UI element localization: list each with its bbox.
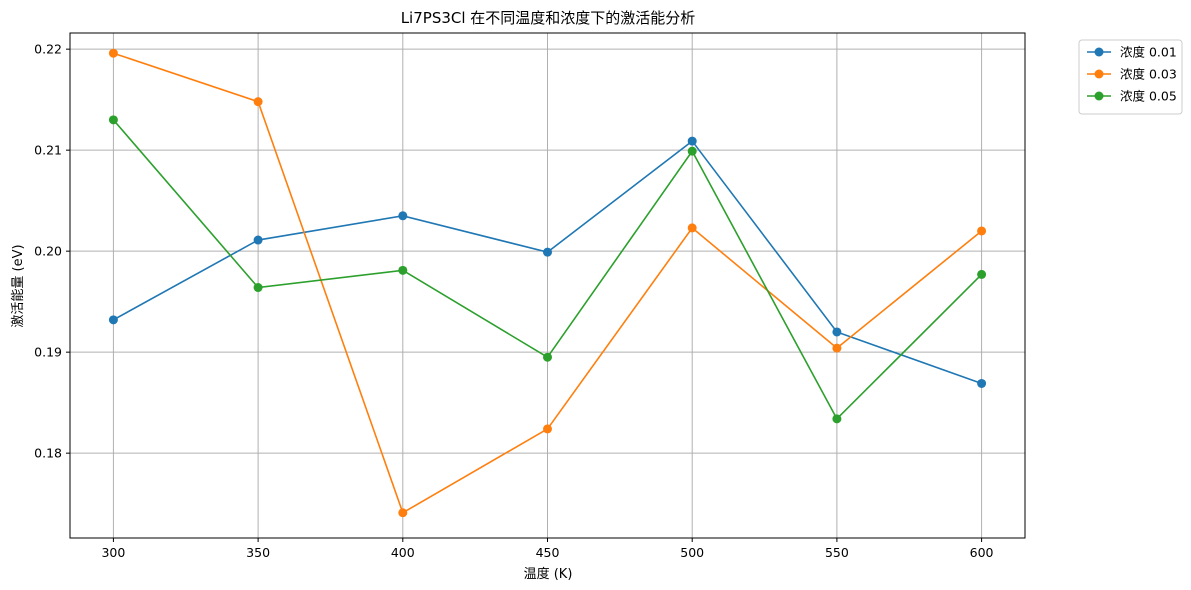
legend[interactable]: 浓度 0.01 浓度 0.03 浓度 0.05 [1078, 39, 1183, 115]
data-point[interactable] [977, 226, 987, 236]
data-point[interactable] [832, 414, 842, 424]
data-point[interactable] [543, 247, 552, 257]
x-tick-label: 500 [680, 545, 704, 560]
data-point[interactable] [832, 327, 842, 337]
data-point[interactable] [253, 283, 263, 293]
x-tick-label: 600 [970, 545, 994, 560]
y-tick-label: 0.22 [34, 42, 62, 57]
legend-label: 浓度 0.03 [1120, 67, 1177, 82]
x-axis-label: 温度 (K) [524, 566, 573, 582]
legend-item[interactable]: 浓度 0.01 [1087, 45, 1177, 60]
legend-item[interactable]: 浓度 0.05 [1087, 89, 1177, 104]
y-tick-label: 0.19 [34, 345, 62, 360]
data-point[interactable] [253, 97, 263, 107]
x-tick-label: 400 [391, 545, 415, 560]
grid [70, 33, 1025, 538]
y-tick-label: 0.18 [34, 446, 62, 461]
series-1 [108, 136, 987, 388]
x-tick-label: 350 [246, 545, 270, 560]
legend-label: 浓度 0.01 [1120, 45, 1177, 60]
data-point[interactable] [108, 315, 118, 325]
data-point[interactable] [543, 424, 552, 434]
data-point[interactable] [832, 343, 842, 353]
data-point[interactable] [687, 136, 697, 146]
legend-marker [1094, 47, 1104, 57]
data-point[interactable] [543, 352, 552, 362]
data-point[interactable] [687, 146, 697, 156]
data-point[interactable] [398, 211, 408, 221]
y-axis-label: 激活能量 (eV) [11, 244, 26, 327]
series-layer [108, 48, 987, 518]
data-point[interactable] [398, 508, 408, 518]
data-point[interactable] [977, 378, 987, 388]
data-point[interactable] [108, 115, 118, 125]
x-tick-label: 450 [536, 545, 560, 560]
data-point[interactable] [977, 269, 987, 279]
legend-item[interactable]: 浓度 0.03 [1087, 67, 1177, 82]
x-tick-label: 300 [101, 545, 125, 560]
chart-title: Li7PS3Cl 在不同温度和浓度下的激活能分析 [401, 9, 696, 27]
data-point[interactable] [108, 48, 118, 58]
data-point[interactable] [253, 235, 263, 245]
legend-marker [1094, 69, 1104, 79]
data-point[interactable] [398, 265, 408, 275]
series-3 [108, 115, 987, 424]
data-point[interactable] [687, 223, 697, 233]
legend-marker [1094, 91, 1104, 101]
x-tick-label: 550 [825, 545, 849, 560]
axes: 300 350 400 450 500 550 600 0.18 0.19 0.20 0.21 0.2… [34, 42, 993, 560]
series-2 [108, 48, 987, 518]
legend-label: 浓度 0.05 [1120, 89, 1177, 104]
y-tick-label: 0.21 [34, 143, 62, 158]
y-tick-label: 0.20 [34, 244, 62, 259]
